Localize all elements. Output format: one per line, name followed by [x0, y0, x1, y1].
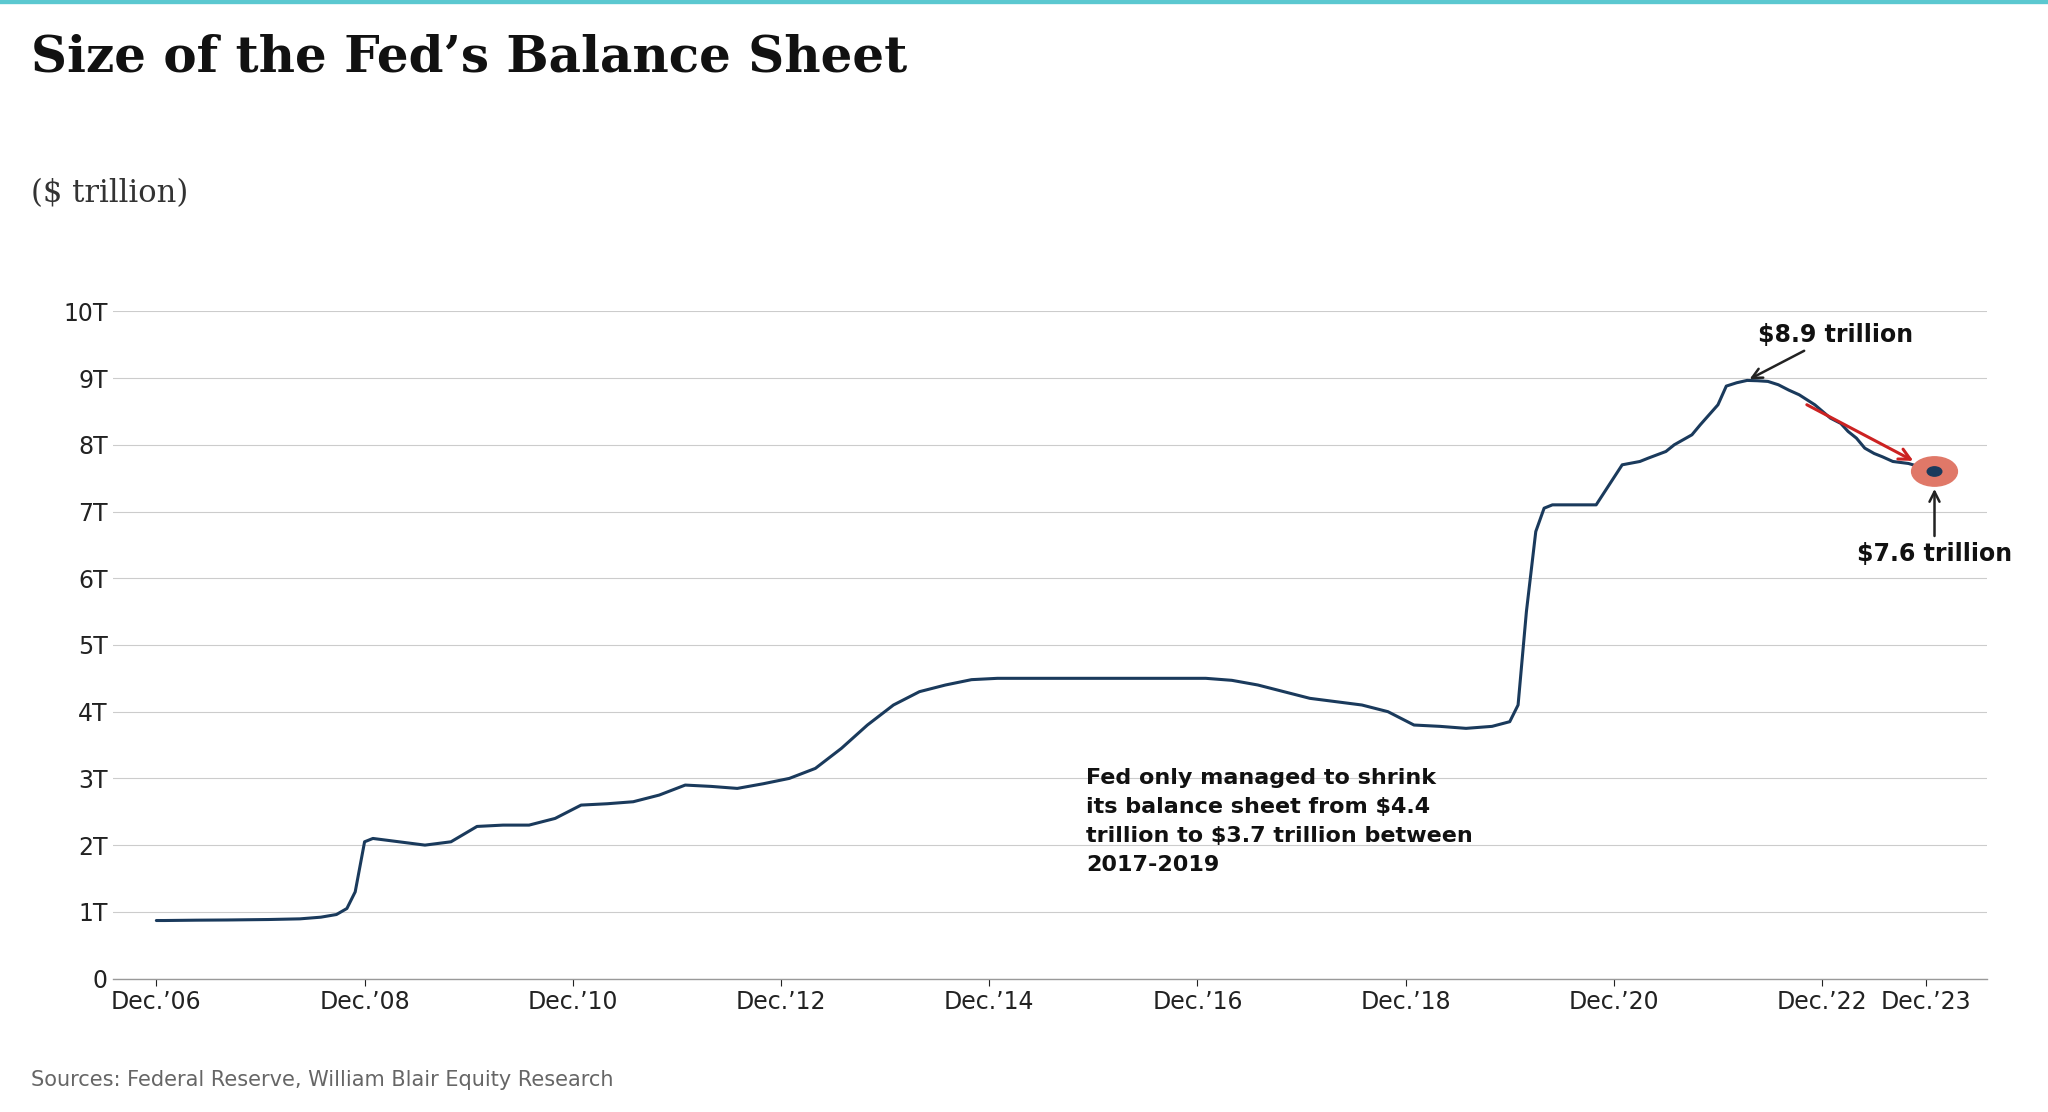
Text: Sources: Federal Reserve, William Blair Equity Research: Sources: Federal Reserve, William Blair … — [31, 1070, 612, 1090]
Circle shape — [1911, 457, 1958, 486]
Text: $8.9 trillion: $8.9 trillion — [1751, 322, 1913, 378]
Text: $7.6 trillion: $7.6 trillion — [1858, 492, 2011, 566]
Text: Fed only managed to shrink
its balance sheet from $4.4
trillion to $3.7 trillion: Fed only managed to shrink its balance s… — [1085, 768, 1473, 875]
Text: ($ trillion): ($ trillion) — [31, 178, 188, 209]
Circle shape — [1927, 467, 1942, 476]
Text: Size of the Fed’s Balance Sheet: Size of the Fed’s Balance Sheet — [31, 33, 907, 82]
